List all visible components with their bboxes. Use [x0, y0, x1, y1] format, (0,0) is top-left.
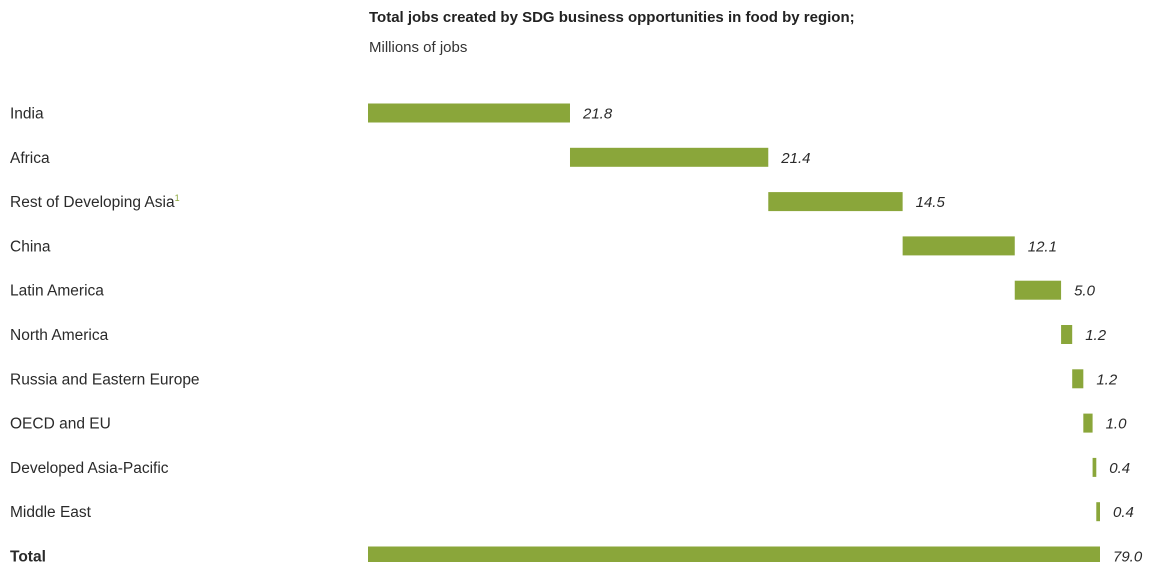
chart-subtitle: Millions of jobs — [369, 39, 468, 56]
value-label-china: 12.1 — [1028, 238, 1057, 255]
bar-rest-of-developing-asia — [768, 192, 903, 212]
footnote-marker: 1 — [175, 193, 180, 203]
value-label-africa: 21.4 — [780, 150, 810, 167]
value-label-north-america: 1.2 — [1085, 327, 1107, 344]
value-label-rest-of-developing-asia: 14.5 — [916, 194, 946, 211]
value-label-india: 21.8 — [582, 106, 613, 123]
bar-latin-america — [1014, 280, 1062, 300]
category-label-total: Total — [10, 549, 46, 562]
bar-middle-east — [1096, 502, 1100, 522]
bar-developed-asia-pacific — [1092, 457, 1097, 477]
category-label-middle-east: Middle East — [10, 504, 92, 521]
value-label-latin-america: 5.0 — [1074, 283, 1096, 300]
bar-total — [368, 546, 1100, 562]
bar-china — [902, 236, 1015, 256]
category-label-russia-and-eastern-europe: Russia and Eastern Europe — [10, 371, 200, 388]
bar-india — [368, 103, 570, 123]
category-label-oecd-and-eu: OECD and EU — [10, 416, 111, 433]
category-label-latin-america: Latin America — [10, 283, 104, 300]
value-label-developed-asia-pacific: 0.4 — [1109, 460, 1130, 477]
bar-north-america — [1061, 325, 1073, 344]
category-label-china: China — [10, 238, 51, 255]
category-label-rest-of-developing-asia: Rest of Developing Asia1 — [10, 193, 180, 211]
value-label-middle-east: 0.4 — [1113, 504, 1134, 521]
category-label-developed-asia-pacific: Developed Asia-Pacific — [10, 460, 169, 477]
bar-oecd-and-eu — [1083, 413, 1093, 433]
value-label-russia-and-eastern-europe: 1.2 — [1096, 371, 1118, 388]
value-label-total: 79.0 — [1113, 549, 1143, 562]
category-label-india: India — [10, 106, 44, 123]
bar-africa — [569, 147, 769, 167]
chart-title: Total jobs created by SDG business oppor… — [369, 9, 855, 26]
bar-russia-and-eastern-europe — [1072, 369, 1084, 389]
value-label-oecd-and-eu: 1.0 — [1106, 416, 1128, 433]
category-label-africa: Africa — [10, 150, 50, 167]
category-label-north-america: North America — [10, 327, 109, 344]
